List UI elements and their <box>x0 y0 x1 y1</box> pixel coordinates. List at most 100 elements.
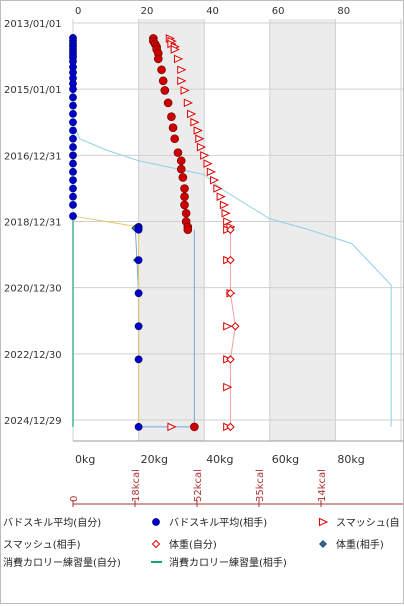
weight-tick-label: 60kg <box>272 453 299 466</box>
legend-marker <box>319 517 329 527</box>
calorie-tick-label: 35kcal <box>255 469 266 502</box>
smash-opp-point <box>177 76 187 86</box>
background-bands <box>138 19 336 441</box>
smash-opp-point <box>216 192 226 201</box>
top-tick-label: 80 <box>337 6 350 17</box>
smash-self-point <box>176 164 186 174</box>
weight-tick-label: 20kg <box>141 453 168 466</box>
series-line-calories-self <box>72 122 392 427</box>
legend-label-smash-self: スマッシュ(自 <box>336 516 400 529</box>
smash-self-point <box>158 76 168 86</box>
series-line-skill-link <box>72 215 140 427</box>
top-tick-label: 0 <box>75 6 81 17</box>
y-tick-label: 2016/12/31 <box>4 151 62 162</box>
skill-self-point <box>69 85 77 94</box>
y-tick-label: 2015/01/01 <box>4 85 62 96</box>
smash-opp-point <box>195 134 205 144</box>
smash-opp-point <box>213 184 223 193</box>
smash-self-point <box>170 134 179 144</box>
legend-label-skill-opp: バドスキル平均(相手) <box>169 516 267 529</box>
skill-self-point <box>69 201 77 209</box>
series-line-weight-self <box>229 229 236 427</box>
skill-self-point <box>69 159 77 168</box>
weight-tick-label: 40kg <box>206 453 233 466</box>
y-tick-label: 2013/01/01 <box>4 19 62 30</box>
y-tick-label: 2024/12/29 <box>4 416 62 427</box>
smash-self-point <box>180 184 189 193</box>
y-tick-label: 2022/12/30 <box>4 350 62 361</box>
legend-label-cal-opp: 消費カロリー練習量(相手) <box>169 556 287 569</box>
smash-opp-point <box>173 54 184 64</box>
calorie-axis: 0 18kcal 52kcal 35kcal 14kcal <box>69 469 403 507</box>
legend-label-smash-opp: スマッシュ(相手) <box>3 538 81 551</box>
smash-self-point <box>168 123 178 132</box>
gridlines <box>72 19 403 441</box>
smash-opp-point <box>177 65 187 75</box>
smash-self-point <box>157 65 166 75</box>
calorie-tick-label: 14kcal <box>317 469 328 502</box>
weight-self-point <box>231 322 240 331</box>
smash-opp-point <box>200 151 210 160</box>
skill-opp-point <box>134 322 143 331</box>
legend-label-skill-self: バドスキル平均(自分) <box>3 516 101 529</box>
smash-opp-point <box>203 159 213 168</box>
legend-label-cal-self: 消費カロリー練習量(自分) <box>3 556 121 569</box>
top-tick-label: 60 <box>272 6 285 17</box>
weight-self-point <box>226 422 235 432</box>
smash-opp-point <box>183 98 193 108</box>
weight-tick-label: 80kg <box>337 453 364 466</box>
smash-self-point <box>180 192 189 201</box>
series-lines <box>72 122 392 428</box>
skill-self-point <box>69 192 77 201</box>
skill-self-point <box>69 151 77 160</box>
skill-self-point <box>69 176 77 185</box>
smash-self-point <box>160 86 170 95</box>
smash-opp-point <box>223 321 233 331</box>
smash-self-point <box>190 422 199 432</box>
calorie-tick-label: 18kcal <box>131 469 142 502</box>
skill-opp-point <box>134 256 143 265</box>
skill-self-point <box>69 93 77 102</box>
smash-self-point <box>167 112 176 122</box>
weight-self-point <box>226 255 235 265</box>
skill-self-point <box>69 143 77 151</box>
smash-self-point <box>181 208 191 218</box>
smash-self-point <box>163 98 173 108</box>
skill-self-point <box>69 126 77 135</box>
band-1 <box>269 19 336 441</box>
legend-marker <box>151 539 161 549</box>
smash-self-point <box>178 173 188 182</box>
legend-label-weight-self: 体重(自分) <box>169 538 217 551</box>
skill-opp-point <box>134 355 143 364</box>
legend-marker <box>319 540 327 548</box>
y-tick-labels: 2013/01/01 2015/01/01 2016/12/31 2018/12/31… <box>4 19 62 427</box>
smash-self-point <box>180 200 189 210</box>
smash-opp-point <box>193 126 203 135</box>
smash-opp-point <box>206 167 216 177</box>
smash-opp-point <box>221 208 231 218</box>
smash-self-point <box>153 54 163 64</box>
skill-self-point <box>69 212 77 220</box>
skill-self-point <box>69 134 77 143</box>
series-points <box>69 34 240 432</box>
weight-axis: 0kg 20kg 40kg 60kg 80kg <box>73 440 403 466</box>
skill-opp-point <box>134 422 143 431</box>
legend-marker <box>152 518 160 526</box>
smash-opp-point <box>223 382 233 392</box>
weight-self-point <box>226 288 235 298</box>
y-tick-label: 2018/12/31 <box>4 218 62 229</box>
weight-self-point <box>226 355 235 364</box>
top-axis-labels: 02040608010 <box>75 6 404 17</box>
smash-opp-point <box>219 200 230 210</box>
smash-self-point <box>176 156 186 166</box>
skill-opp-point <box>134 289 143 298</box>
y-tick-label: 2020/12/30 <box>4 284 62 295</box>
smash-opp-point <box>196 142 207 152</box>
smash-opp-point <box>187 109 197 119</box>
smash-opp-point <box>170 45 180 54</box>
smash-self-point <box>183 225 193 235</box>
legend-label-weight-opp: 体重(相手) <box>336 538 384 551</box>
